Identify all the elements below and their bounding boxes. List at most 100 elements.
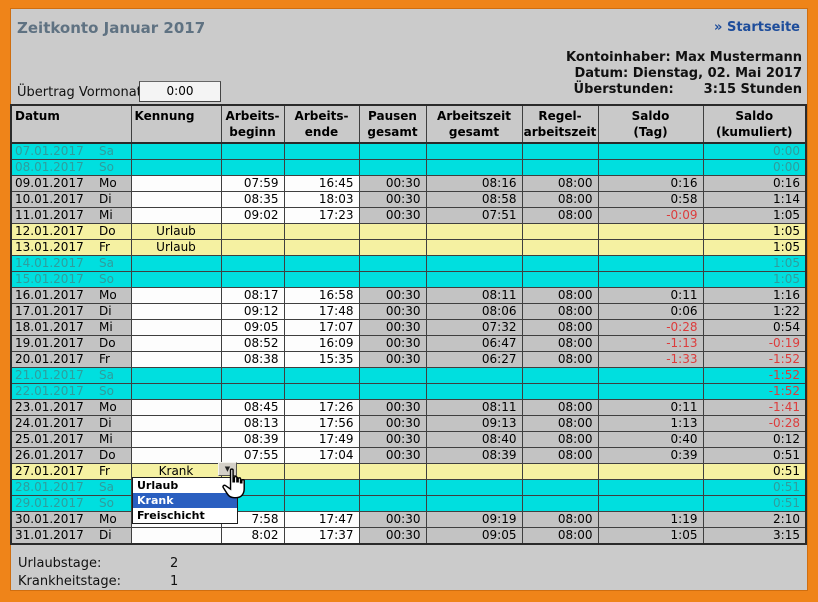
cell-ende[interactable]: 15:35 (283, 351, 360, 368)
cell-ende[interactable]: 16:09 (283, 335, 360, 352)
cell-beginn[interactable] (220, 223, 285, 240)
cell-kennung[interactable] (130, 175, 222, 192)
cell-regel (521, 159, 599, 176)
cell-beginn[interactable]: 08:45 (220, 399, 285, 416)
cell-kennung[interactable] (130, 287, 222, 304)
cell-kennung[interactable] (130, 527, 222, 545)
cell-beginn[interactable] (220, 271, 285, 288)
cell-ende[interactable]: 16:45 (283, 175, 360, 192)
cell-arbeitszeit: 08:40 (425, 431, 523, 448)
cell-beginn[interactable] (220, 367, 285, 384)
cell-beginn[interactable]: 08:52 (220, 335, 285, 352)
cell-ende[interactable] (283, 142, 360, 160)
cell-beginn[interactable]: 07:59 (220, 175, 285, 192)
cell-ende[interactable]: 17:23 (283, 207, 360, 224)
cell-saldo-tag (597, 367, 704, 384)
cell-kennung[interactable] (130, 415, 222, 432)
cell-beginn[interactable]: 09:12 (220, 303, 285, 320)
vacation-days-row: Urlaubstage: 2 (18, 555, 178, 573)
cell-regel: 08:00 (521, 335, 599, 352)
cell-regel (521, 495, 599, 512)
cell-ende[interactable] (283, 463, 360, 480)
cell-datum: 13.01.2017 Fr (10, 239, 132, 256)
account-owner: Kontoinhaber: Max Mustermann (566, 50, 802, 65)
cell-beginn[interactable] (220, 255, 285, 272)
cell-ende[interactable]: 17:07 (283, 319, 360, 336)
cell-kennung[interactable] (130, 142, 222, 160)
cell-ende[interactable] (283, 255, 360, 272)
cell-kennung[interactable] (130, 191, 222, 208)
cell-ende[interactable] (283, 239, 360, 256)
cell-ende[interactable] (283, 383, 360, 400)
cell-ende[interactable] (283, 159, 360, 176)
cell-kennung[interactable] (130, 207, 222, 224)
table-row: 14.01.2017 Sa 1:05 (10, 255, 807, 272)
cell-beginn[interactable]: 08:13 (220, 415, 285, 432)
cell-kennung[interactable] (130, 447, 222, 464)
col-header-saldo-tag: Saldo (Tag) (597, 104, 704, 144)
col-header-datum: Datum (10, 104, 132, 144)
cell-ende[interactable]: 17:56 (283, 415, 360, 432)
startseite-link[interactable]: » Startseite (714, 20, 800, 35)
cell-beginn[interactable] (220, 159, 285, 176)
cell-ende[interactable] (283, 367, 360, 384)
cell-kennung[interactable] (130, 319, 222, 336)
cell-ende[interactable]: 17:49 (283, 431, 360, 448)
cell-ende[interactable] (283, 223, 360, 240)
cell-beginn[interactable]: 8:02 (220, 527, 285, 545)
cell-beginn[interactable]: 08:35 (220, 191, 285, 208)
cell-ende[interactable]: 17:26 (283, 399, 360, 416)
cell-saldo-kumuliert: -1:52 (702, 351, 807, 368)
cell-beginn[interactable]: 07:55 (220, 447, 285, 464)
cell-beginn[interactable]: 08:38 (220, 351, 285, 368)
cell-saldo-tag: 0:39 (597, 447, 704, 464)
cell-kennung[interactable]: Urlaub (130, 239, 222, 256)
cell-beginn[interactable]: 09:05 (220, 319, 285, 336)
cell-arbeitszeit: 09:05 (425, 527, 523, 545)
cell-kennung[interactable]: Urlaub (130, 223, 222, 240)
cell-saldo-tag (597, 159, 704, 176)
cell-kennung[interactable] (130, 383, 222, 400)
cell-saldo-tag: 1:13 (597, 415, 704, 432)
cell-ende[interactable]: 16:58 (283, 287, 360, 304)
cell-kennung[interactable] (130, 303, 222, 320)
cell-kennung[interactable]: Krank (130, 463, 222, 480)
table-row: 15.01.2017 So 1:05 (10, 271, 807, 288)
cell-kennung[interactable] (130, 431, 222, 448)
cell-ende[interactable] (283, 495, 360, 512)
cell-kennung[interactable] (130, 255, 222, 272)
cell-beginn[interactable]: 08:17 (220, 287, 285, 304)
cell-beginn[interactable]: 08:39 (220, 431, 285, 448)
dropdown-option-freischicht[interactable]: Freischicht (133, 508, 237, 523)
cell-ende[interactable]: 17:48 (283, 303, 360, 320)
cell-kennung[interactable] (130, 351, 222, 368)
dropdown-option-krank[interactable]: Krank (133, 493, 237, 508)
cell-ende[interactable]: 17:04 (283, 447, 360, 464)
cell-beginn[interactable] (220, 383, 285, 400)
table-row: 27.01.2017 Fr Krank 0:51 (10, 463, 807, 480)
cell-ende[interactable]: 18:03 (283, 191, 360, 208)
cell-arbeitszeit: 06:47 (425, 335, 523, 352)
cell-kennung[interactable] (130, 399, 222, 416)
carryover-input[interactable]: 0:00 (139, 81, 221, 102)
cell-pausen (358, 383, 427, 400)
cell-saldo-kumuliert: 0:51 (702, 479, 807, 496)
cell-datum: 20.01.2017 Fr (10, 351, 132, 368)
cell-kennung[interactable] (130, 271, 222, 288)
cell-arbeitszeit: 09:19 (425, 511, 523, 528)
cell-saldo-tag (597, 479, 704, 496)
cell-kennung[interactable] (130, 367, 222, 384)
cell-ende[interactable]: 17:47 (283, 511, 360, 528)
cell-beginn[interactable] (220, 239, 285, 256)
cell-ende[interactable] (283, 479, 360, 496)
cell-kennung[interactable] (130, 335, 222, 352)
cell-beginn[interactable] (220, 142, 285, 160)
cell-ende[interactable] (283, 271, 360, 288)
cell-beginn[interactable]: 09:02 (220, 207, 285, 224)
dropdown-option-urlaub[interactable]: Urlaub (133, 478, 237, 493)
cell-ende[interactable]: 17:37 (283, 527, 360, 545)
cell-datum: 08.01.2017 So (10, 159, 132, 176)
cell-saldo-tag: -1:33 (597, 351, 704, 368)
cell-kennung[interactable] (130, 159, 222, 176)
table-row: 17.01.2017 Di 09:12 17:48 00:30 08:06 08:00 0:0… (10, 303, 807, 320)
